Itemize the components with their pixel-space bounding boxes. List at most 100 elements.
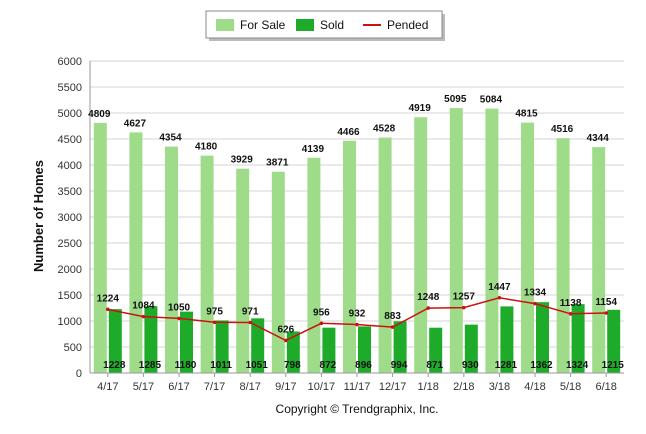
pended-point bbox=[177, 316, 181, 321]
legend-label-sold: Sold bbox=[320, 18, 344, 32]
data-label-pended: 883 bbox=[384, 311, 401, 322]
data-label-for-sale: 4815 bbox=[515, 109, 538, 120]
bar-for-sale bbox=[307, 157, 321, 373]
x-tick-label: 9/17 bbox=[275, 381, 296, 393]
pended-point bbox=[106, 307, 110, 312]
data-label-sold: 1051 bbox=[246, 360, 269, 371]
bar-sold bbox=[500, 306, 514, 373]
x-tick-label: 3/18 bbox=[489, 381, 510, 393]
data-label-pended: 626 bbox=[277, 324, 294, 335]
bar-sold bbox=[464, 324, 478, 373]
data-label-pended: 956 bbox=[313, 307, 330, 318]
x-tick-label: 4/18 bbox=[524, 381, 545, 393]
data-label-sold: 1285 bbox=[139, 360, 162, 371]
data-label-sold: 1324 bbox=[566, 360, 589, 371]
data-label-pended: 1224 bbox=[97, 293, 120, 304]
bar-for-sale bbox=[236, 168, 250, 373]
data-label-sold: 871 bbox=[426, 360, 443, 371]
axes bbox=[89, 61, 624, 377]
data-label-for-sale: 5084 bbox=[480, 95, 503, 106]
data-label-sold: 1215 bbox=[602, 360, 625, 371]
data-label-pended: 1447 bbox=[488, 282, 511, 293]
legend-label-for-sale: For Sale bbox=[240, 18, 286, 32]
sold-bars bbox=[108, 302, 621, 373]
x-tick-label: 10/17 bbox=[308, 381, 336, 393]
data-label-sold: 1228 bbox=[103, 360, 126, 371]
data-label-sold: 1362 bbox=[530, 360, 553, 371]
bar-sold bbox=[180, 311, 193, 373]
bar-sold bbox=[322, 327, 336, 373]
legend: For Sale Sold Pended bbox=[205, 10, 445, 41]
data-label-for-sale: 4344 bbox=[587, 133, 610, 144]
bar-for-sale bbox=[129, 132, 143, 373]
bar-sold bbox=[607, 309, 621, 373]
pended-point bbox=[462, 305, 466, 310]
data-label-pended: 932 bbox=[349, 309, 366, 320]
bar-sold bbox=[108, 309, 122, 373]
data-label-for-sale: 3871 bbox=[266, 158, 289, 169]
x-tick-label: 5/18 bbox=[560, 381, 581, 393]
data-labels: 4809 1228 1224 4627 1285 1084 4354 1180 1050 4180… bbox=[88, 94, 624, 371]
bar-for-sale bbox=[378, 137, 392, 373]
data-label-sold: 1011 bbox=[210, 360, 232, 371]
for-sale-bars bbox=[93, 108, 606, 374]
data-label-sold: 1281 bbox=[495, 360, 518, 371]
pended-point bbox=[319, 321, 324, 326]
data-label-sold: 994 bbox=[391, 360, 408, 371]
data-label-for-sale: 4919 bbox=[409, 103, 432, 114]
bar-sold bbox=[536, 302, 549, 373]
x-tick-label: 5/17 bbox=[133, 381, 154, 393]
bar-for-sale bbox=[343, 140, 356, 373]
data-label-for-sale: 4528 bbox=[373, 124, 396, 135]
y-tick-label: 1000 bbox=[58, 316, 82, 328]
bar-for-sale bbox=[485, 108, 499, 373]
data-label-pended: 975 bbox=[206, 306, 223, 317]
bar-sold bbox=[393, 321, 407, 373]
data-label-for-sale: 4354 bbox=[159, 133, 182, 144]
pended-point bbox=[390, 325, 395, 329]
bar-sold bbox=[571, 304, 585, 373]
y-tick-label: 5000 bbox=[58, 108, 82, 120]
data-label-pended: 1050 bbox=[168, 302, 191, 313]
data-label-pended: 971 bbox=[242, 307, 259, 318]
bar-for-sale bbox=[414, 117, 428, 373]
data-label-for-sale: 4180 bbox=[195, 142, 218, 153]
x-tick-label: 6/18 bbox=[595, 381, 616, 393]
y-tick-labels: 0 500 1000 1500 2000 2500 3000 3500 4000 4500 5000… bbox=[58, 56, 82, 380]
pended-point bbox=[604, 311, 608, 315]
bar-for-sale bbox=[200, 155, 214, 373]
pended-point bbox=[355, 322, 359, 327]
data-label-sold: 930 bbox=[462, 360, 479, 371]
bar-sold bbox=[358, 326, 371, 373]
pended-point bbox=[533, 301, 537, 306]
legend-swatch-for-sale bbox=[216, 19, 234, 31]
data-label-for-sale: 4139 bbox=[302, 144, 325, 155]
data-label-pended: 1257 bbox=[453, 292, 476, 303]
bar-sold bbox=[215, 320, 229, 373]
bar-sold bbox=[144, 306, 158, 373]
gridlines bbox=[90, 60, 624, 374]
copyright-credit: Copyright © Trendgraphix, Inc. bbox=[276, 402, 439, 416]
data-label-sold: 798 bbox=[284, 360, 301, 371]
y-tick-label: 1500 bbox=[58, 290, 82, 302]
y-axis-title: Number of Homes bbox=[31, 160, 46, 272]
x-tick-label: 6/17 bbox=[168, 381, 189, 393]
pended-point bbox=[248, 320, 252, 325]
pended-point bbox=[284, 338, 288, 343]
data-label-for-sale: 4516 bbox=[551, 124, 574, 135]
y-tick-label: 500 bbox=[64, 342, 82, 354]
y-tick-label: 3000 bbox=[58, 212, 82, 224]
bar-for-sale bbox=[521, 122, 534, 374]
y-tick-label: 5500 bbox=[58, 82, 82, 94]
y-tick-label: 2000 bbox=[58, 264, 82, 276]
pended-point bbox=[212, 320, 217, 325]
x-tick-label: 12/17 bbox=[379, 381, 407, 393]
pended-point bbox=[568, 312, 573, 316]
y-tick-label: 4500 bbox=[58, 134, 82, 146]
bar-for-sale bbox=[93, 122, 107, 373]
pended-line-series bbox=[106, 295, 608, 343]
x-tick-label: 7/17 bbox=[204, 381, 225, 393]
bar-sold bbox=[286, 331, 300, 373]
bar-sold bbox=[251, 318, 265, 373]
